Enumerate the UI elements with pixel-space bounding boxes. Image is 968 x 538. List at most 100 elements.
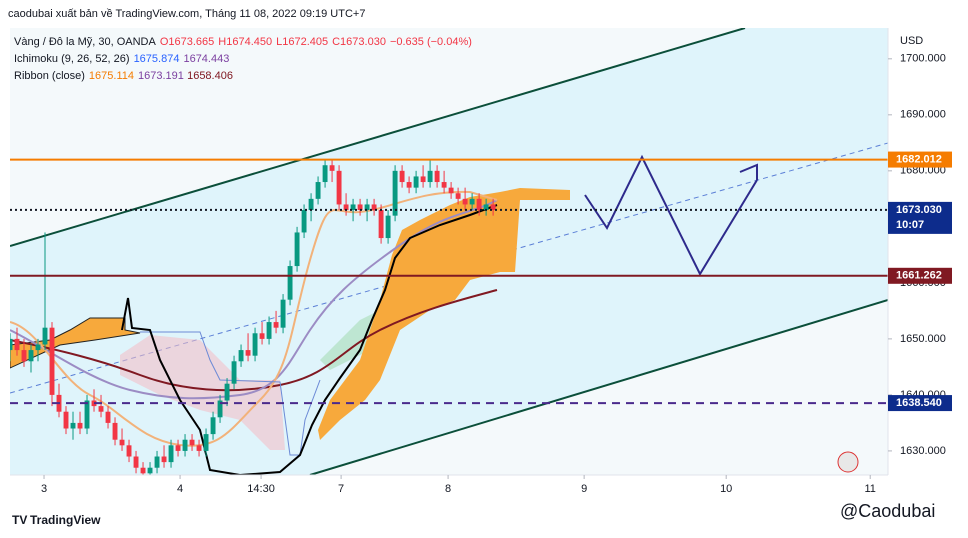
candle-body	[84, 400, 90, 429]
candle-body	[378, 210, 384, 239]
x-tick-label: 10	[720, 483, 732, 495]
y-tick-label: 1690.000	[900, 109, 946, 121]
x-tick-label: 4	[177, 483, 183, 495]
candle-body	[357, 204, 363, 211]
publisher: caodubai xuất bản về TradingView.com, Th…	[8, 8, 365, 20]
price-label: 1682.012	[896, 153, 942, 165]
ichimoku-cloud	[10, 317, 141, 369]
candle-body	[119, 439, 125, 446]
candle-body	[287, 266, 293, 300]
candle-body	[343, 204, 349, 211]
price-label-bg	[888, 201, 952, 234]
price-label-bg	[888, 395, 952, 412]
candle-body	[224, 383, 230, 401]
price-label-bg	[888, 151, 952, 168]
candle-body	[140, 467, 146, 474]
axis-layer: 1630.0001640.0001650.0001660.0001680.000…	[41, 53, 952, 495]
candle-body	[10, 338, 13, 351]
candle-body	[455, 193, 461, 199]
candle-body	[161, 456, 167, 463]
price-label: 1661.262	[896, 270, 942, 282]
channel-mid	[10, 142, 888, 394]
y-tick-label: 1700.000	[900, 53, 946, 65]
legend-ohlc: Vàng / Đô la Mỹ, 30, OANDA O1673.665 H1674…	[14, 36, 472, 48]
candle-body	[350, 204, 356, 211]
projection-path	[584, 154, 758, 277]
candle-body	[399, 170, 405, 183]
candle-body	[231, 361, 237, 384]
candle-body	[364, 204, 370, 211]
candle-body	[259, 333, 265, 339]
candle-body	[63, 411, 69, 429]
y-tick-label: 1650.000	[900, 333, 946, 345]
countdown: 10:07	[896, 219, 924, 231]
candle-body	[427, 170, 433, 183]
candle-body	[42, 327, 48, 345]
ichimoku-lagging	[121, 204, 498, 475]
candle-body	[280, 299, 286, 328]
x-tick-label: 8	[445, 483, 451, 495]
candle-body	[210, 417, 216, 435]
footer-logo: TV	[12, 513, 27, 527]
candle-body	[105, 411, 111, 423]
candle-body	[21, 350, 27, 362]
candle-body	[336, 170, 342, 205]
candle-body	[469, 198, 475, 205]
candle-body	[203, 434, 209, 451]
candle-body	[28, 350, 34, 362]
candle-body	[14, 338, 20, 351]
candle-body	[196, 445, 202, 451]
candle-body	[406, 182, 412, 188]
candle-body	[238, 350, 244, 362]
candle-body	[420, 176, 426, 183]
candle-body	[476, 198, 482, 211]
candle-body	[371, 204, 377, 211]
candle-body	[266, 322, 272, 339]
candle-body	[294, 232, 300, 267]
candle-body	[441, 182, 447, 188]
price-label: 1638.540	[896, 397, 942, 409]
channel-lower	[309, 299, 888, 475]
candle-body	[329, 165, 335, 171]
candle-body	[490, 204, 496, 211]
candle-body	[483, 204, 489, 211]
candle-body	[70, 422, 76, 429]
price-label-bg	[888, 267, 952, 284]
candle-body	[462, 198, 468, 205]
candle-body	[147, 467, 153, 474]
candle-body	[49, 327, 55, 395]
candle-body	[434, 170, 440, 183]
currency: USD	[900, 35, 923, 47]
candle-body	[245, 350, 251, 356]
legend-ribbon: Ribbon (close) 1675.114 1673.191 1658.406	[14, 70, 233, 82]
series-layer	[10, 158, 888, 475]
candle-body	[182, 439, 188, 451]
candle-body	[98, 406, 104, 412]
candle-body	[112, 422, 118, 440]
channel-upper	[10, 28, 746, 247]
candle-body	[315, 182, 321, 199]
plot-area	[10, 28, 888, 475]
candle-body	[217, 400, 223, 418]
price-label: 1673.030	[896, 204, 942, 216]
candle-body	[77, 422, 83, 429]
watermark: @Caodubai	[840, 501, 935, 521]
candle-body	[168, 445, 174, 463]
x-tick-label: 9	[581, 483, 587, 495]
ichimoku-base	[140, 331, 321, 456]
x-tick-label: 7	[338, 483, 344, 495]
candle-body	[175, 445, 181, 451]
candle-body	[308, 198, 314, 211]
candle-body	[35, 344, 41, 351]
candle-body	[392, 170, 398, 216]
x-tick-label: 14:30	[247, 483, 275, 495]
candle-body	[273, 322, 279, 328]
candle-body	[154, 456, 160, 468]
candle-body	[126, 445, 132, 457]
ichimoku-cloud	[318, 188, 570, 440]
candle-body	[133, 456, 139, 468]
candle-body	[189, 439, 195, 446]
y-tick-label: 1630.000	[900, 445, 946, 457]
candle-body	[252, 333, 258, 356]
